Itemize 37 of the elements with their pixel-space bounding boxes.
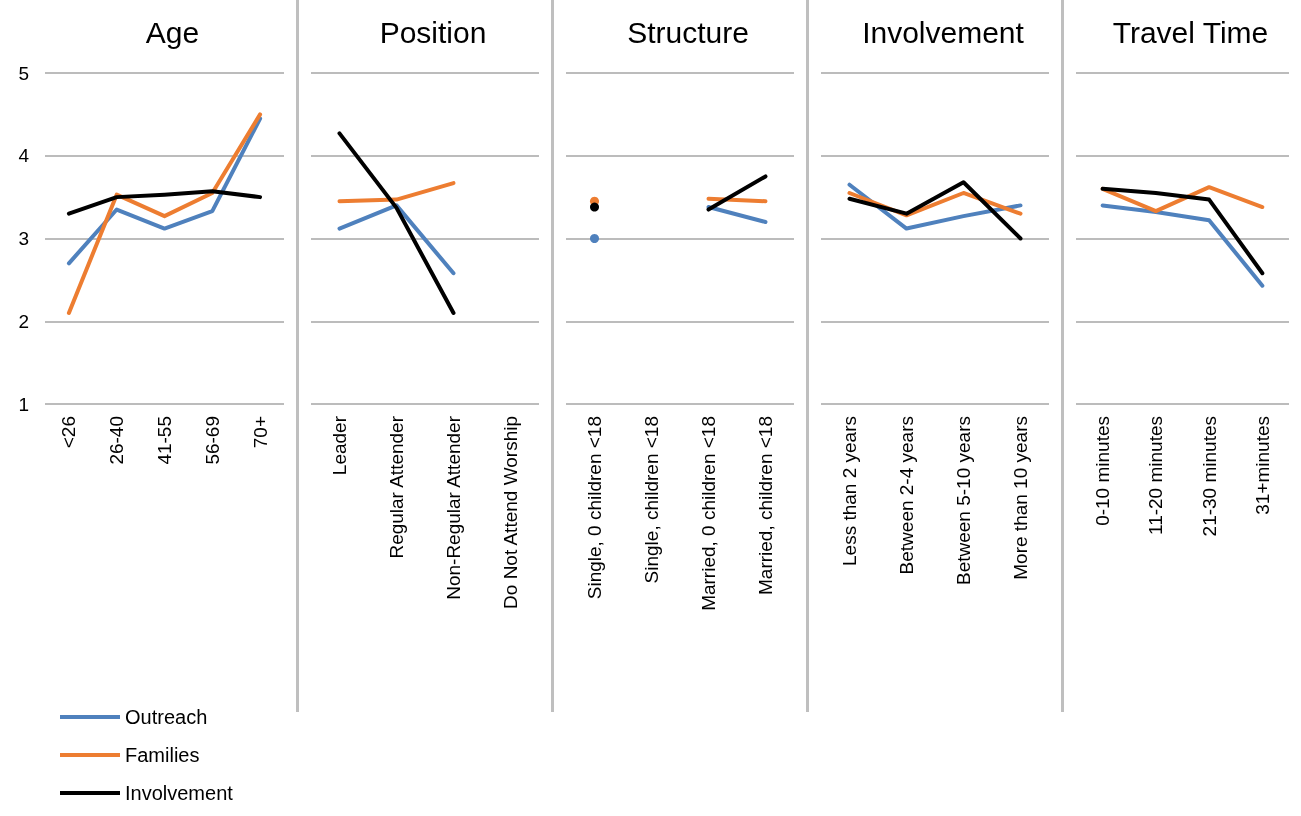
x-tick-label: Between 2-4 years (896, 416, 917, 575)
x-tick-label: 56-69 (201, 416, 223, 465)
x-tick-label: 41-55 (154, 416, 175, 465)
x-tick-label: Single, children <18 (641, 416, 662, 584)
line-series (66, 112, 263, 315)
x-tick-label: More than 10 years (1010, 416, 1031, 580)
y-tick-label: 2 (18, 310, 29, 332)
x-tick-label: <26 (58, 416, 80, 449)
x-tick-label: 26-40 (106, 416, 128, 465)
x-tick-label: Non-Regular Attender (443, 415, 464, 600)
y-tick-label: 5 (18, 62, 29, 84)
chart-title: Position (379, 15, 487, 49)
chart-title: Age (145, 15, 200, 49)
chart-title: Involvement (862, 15, 1025, 49)
x-tick-label: Single, 0 children <18 (584, 416, 605, 600)
x-tick-label: Less than 2 years (839, 416, 860, 566)
x-tick-label: Leader (329, 415, 350, 476)
x-tick-label: 0-10 minutes (1092, 416, 1114, 526)
x-tick-label: Regular Attender (386, 415, 407, 559)
legend-label: Families (125, 744, 200, 766)
x-tick-label: 31+minutes (1251, 416, 1273, 515)
y-tick-label: 1 (18, 393, 29, 415)
x-tick-label: Married, 0 children <18 (698, 416, 719, 611)
legend-label: Outreach (125, 706, 208, 728)
line-series (66, 189, 263, 216)
y-tick-label: 4 (18, 145, 30, 167)
chart-title: Travel Time (1112, 15, 1269, 49)
x-tick-label: 11-20 minutes (1145, 416, 1167, 535)
x-tick-label: Between 5-10 years (953, 416, 974, 585)
legend-label: Involvement (125, 782, 234, 804)
x-tick-label: 21-30 minutes (1198, 416, 1220, 537)
x-tick-label: 70+ (249, 416, 271, 449)
x-tick-label: Married, children <18 (755, 416, 776, 596)
chart-title: Structure (627, 15, 749, 49)
line-series (66, 116, 263, 266)
y-tick-label: 3 (18, 228, 29, 249)
x-tick-label: Do Not Attend Worship (500, 416, 521, 609)
